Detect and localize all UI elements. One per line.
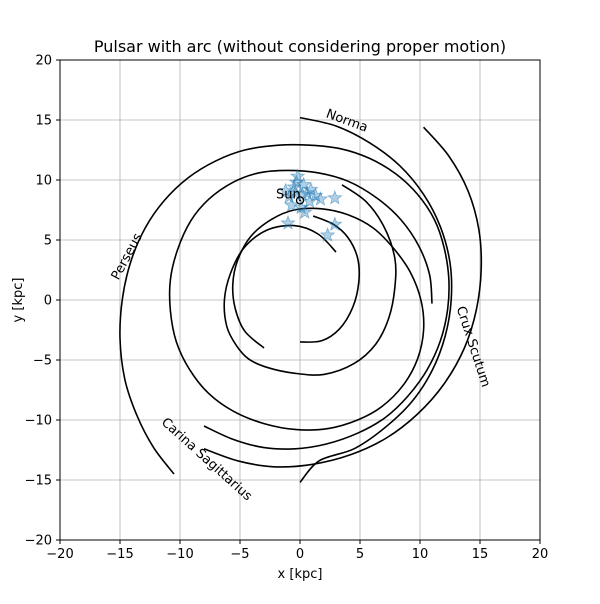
- sun-point: [295, 196, 305, 205]
- pulsar-point: [327, 189, 343, 205]
- spiral-arm: [119, 143, 450, 475]
- pulsar-points: [277, 168, 343, 242]
- arm-label: Norma: [324, 107, 370, 136]
- spiral-arms: [119, 116, 483, 483]
- x-tick-label: −15: [106, 547, 133, 562]
- spiral-arm: [223, 184, 397, 376]
- pulsar-point: [303, 181, 319, 197]
- pulsar-point: [327, 216, 343, 232]
- y-axis-ticks: −20 −15 −10 −5 0 5 10 15 20: [25, 54, 60, 549]
- sun-label: Sun: [276, 187, 301, 202]
- spiral-arm: [299, 116, 453, 483]
- pulsar-point: [281, 188, 297, 204]
- x-tick-label: 5: [356, 547, 364, 562]
- grid: [59, 59, 541, 541]
- y-tick-label: −20: [25, 534, 52, 549]
- arm-label: Crux Scutum: [453, 304, 493, 389]
- y-tick-label: −10: [25, 414, 52, 429]
- y-tick-label: −5: [33, 354, 52, 369]
- spiral-arm: [168, 169, 433, 431]
- pulsar-point: [295, 176, 312, 192]
- y-tick-label: 15: [35, 114, 52, 129]
- pulsar-point: [277, 182, 294, 198]
- chart-title: Pulsar with arc (without considering pro…: [94, 37, 506, 56]
- pulsar-point: [319, 227, 336, 242]
- y-axis-label: y [kpc]: [11, 278, 26, 323]
- pulsar-point: [283, 197, 300, 212]
- pulsar-point: [312, 191, 329, 206]
- sun-marker: Sun: [276, 187, 305, 205]
- x-tick-label: 10: [412, 547, 429, 562]
- x-axis-ticks: −20 −15 −10 −5 0 5 10 15 20: [46, 540, 548, 562]
- pulsar-point: [293, 199, 309, 215]
- y-tick-label: 5: [44, 234, 52, 249]
- x-tick-label: 0: [296, 547, 304, 562]
- pulsar-point: [297, 204, 313, 220]
- y-tick-label: 20: [35, 54, 52, 69]
- x-tick-label: −20: [46, 547, 73, 562]
- pulsar-point: [301, 193, 318, 209]
- spiral-arm: [203, 126, 483, 468]
- x-tick-label: 15: [472, 547, 489, 562]
- pulsar-point: [280, 215, 296, 230]
- x-tick-label: −10: [166, 547, 193, 562]
- y-tick-label: −15: [25, 474, 52, 489]
- sun-center-dot: [299, 199, 301, 202]
- y-tick-label: 10: [35, 174, 52, 189]
- x-axis-label: x [kpc]: [278, 567, 323, 582]
- x-tick-label: −5: [230, 547, 249, 562]
- x-tick-label: 20: [532, 547, 549, 562]
- y-tick-label: 0: [44, 294, 52, 309]
- pulsar-point: [288, 174, 305, 190]
- pulsar-point: [287, 185, 303, 200]
